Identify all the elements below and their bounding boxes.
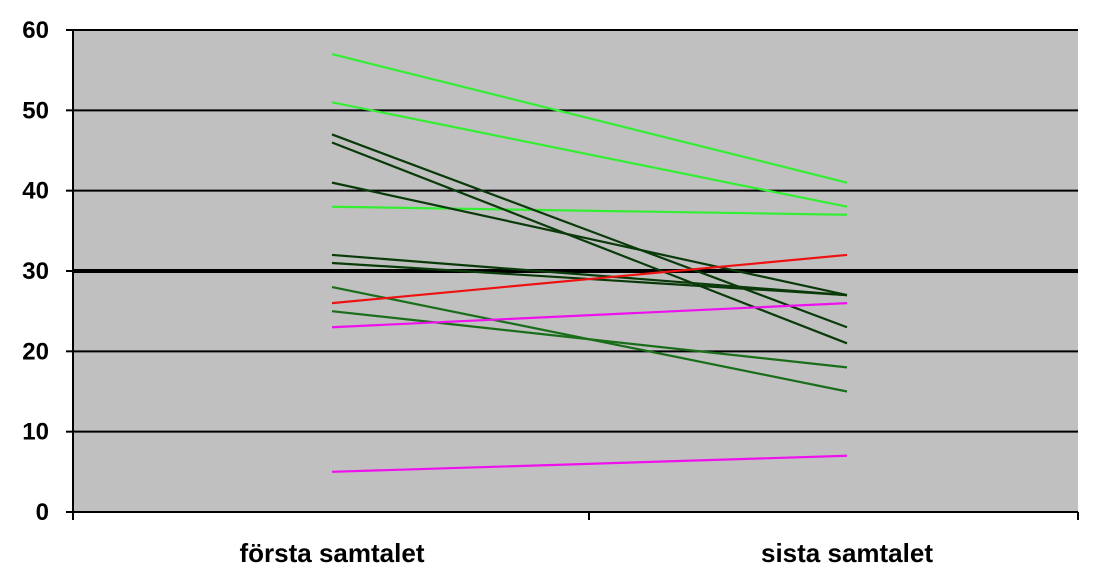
series-line-3 <box>331 205 848 216</box>
y-tick-label-40: 40 <box>22 178 49 205</box>
y-tick-label-20: 20 <box>22 338 49 365</box>
x-tick-label-2: sista samtalet <box>761 538 933 568</box>
x-tick-label-1: första samtalet <box>240 538 425 568</box>
series-line-10 <box>331 310 848 369</box>
y-tick-label-30: 30 <box>22 258 49 285</box>
series-line-11 <box>331 253 848 305</box>
series-line-1 <box>331 53 848 184</box>
series-line-2 <box>331 101 848 208</box>
series-line-4 <box>331 133 848 329</box>
y-tick-label-10: 10 <box>22 419 49 446</box>
y-tick-label-60: 60 <box>22 17 49 44</box>
series-line-12 <box>331 302 848 329</box>
series-line-6 <box>331 181 848 297</box>
series-line-5 <box>331 141 848 345</box>
y-tick-label-0: 0 <box>36 499 49 526</box>
series-line-13 <box>331 454 848 473</box>
y-tick-label-50: 50 <box>22 97 49 124</box>
series-line-7 <box>331 253 848 297</box>
